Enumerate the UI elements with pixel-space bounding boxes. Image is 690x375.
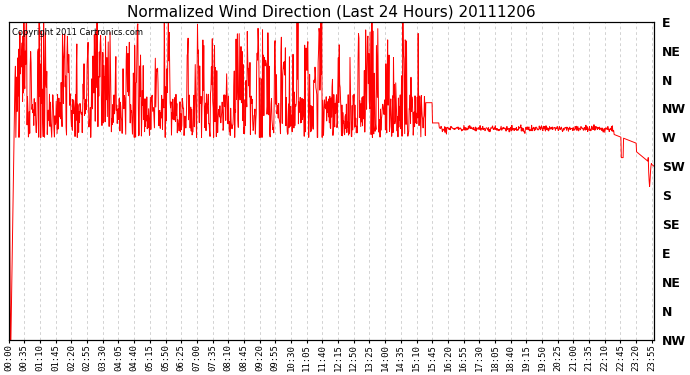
Title: Normalized Wind Direction (Last 24 Hours) 20111206: Normalized Wind Direction (Last 24 Hours… (127, 4, 535, 19)
Text: Copyright 2011 Cartronics.com: Copyright 2011 Cartronics.com (12, 28, 143, 37)
